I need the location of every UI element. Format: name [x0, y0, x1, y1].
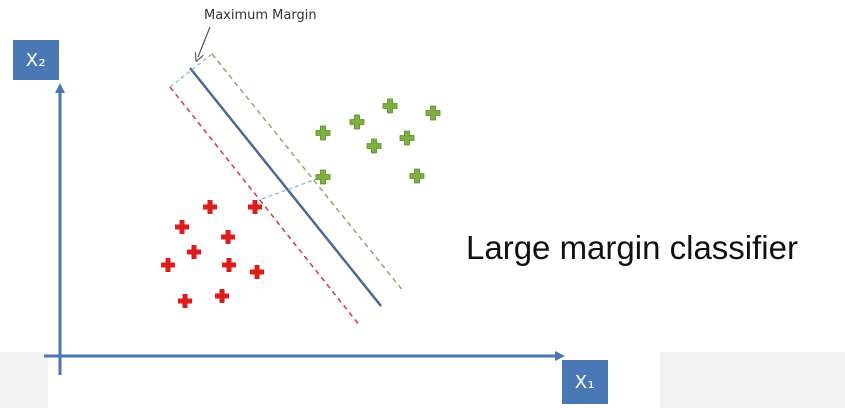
- positive-class-points: [315, 98, 441, 185]
- y-axis-label: X₂: [13, 40, 59, 80]
- negative-point: [250, 265, 264, 279]
- negative-point: [178, 294, 192, 308]
- positive-margin-line: [211, 53, 405, 293]
- background-band-left: [0, 352, 48, 408]
- negative-point: [221, 230, 235, 244]
- negative-point: [248, 200, 262, 214]
- margin-width-marker-mid: [261, 176, 323, 200]
- caption-text: Large margin classifier: [466, 229, 798, 266]
- positive-point: [349, 114, 365, 130]
- negative-margin-line: [169, 86, 361, 327]
- positive-point: [425, 105, 441, 121]
- positive-point: [409, 168, 425, 184]
- negative-point: [203, 200, 217, 214]
- annotation-pointer-arrow: [198, 26, 211, 57]
- negative-point: [161, 258, 175, 272]
- positive-point: [315, 125, 331, 141]
- background-band-right: [660, 352, 845, 408]
- positive-point: [382, 98, 398, 114]
- positive-point: [399, 130, 415, 146]
- negative-point: [187, 245, 201, 259]
- negative-point: [175, 220, 189, 234]
- decision-boundary-line: [189, 67, 382, 307]
- positive-point: [366, 138, 382, 154]
- x-axis-label: X₁: [562, 360, 608, 404]
- positive-point: [315, 169, 331, 185]
- diagram-panel: [60, 0, 660, 408]
- negative-point: [215, 289, 229, 303]
- margin-width-marker-top: [169, 53, 213, 88]
- negative-class-points: [161, 200, 264, 308]
- maximum-margin-annotation: Maximum Margin: [204, 8, 317, 23]
- negative-point: [222, 258, 236, 272]
